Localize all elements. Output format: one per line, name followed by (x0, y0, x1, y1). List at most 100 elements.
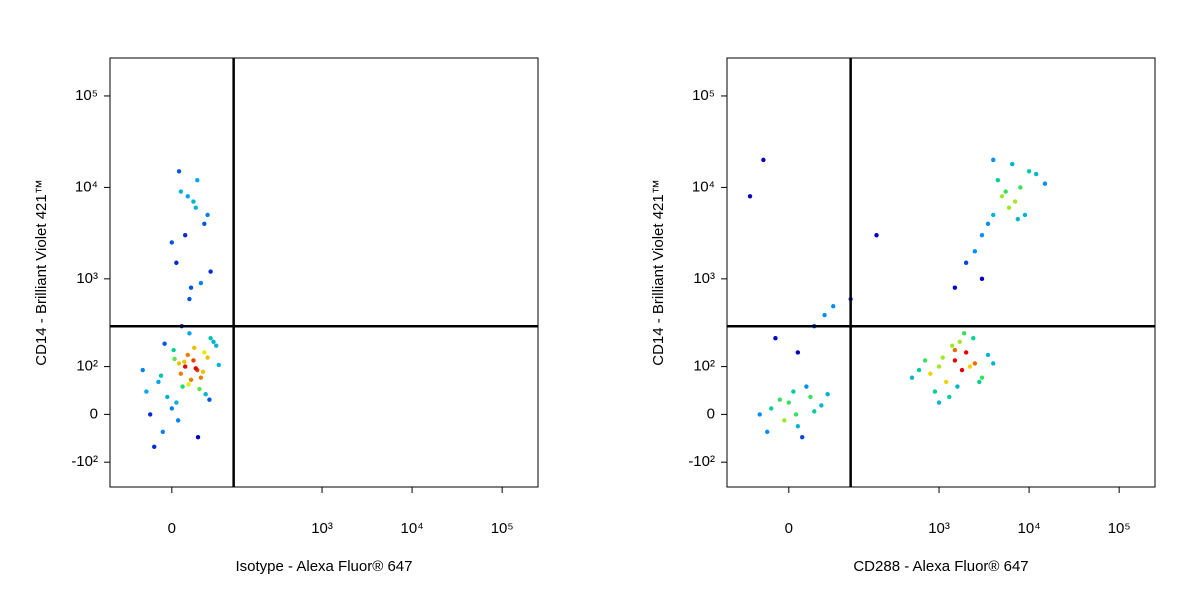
event-dot (175, 418, 181, 423)
x-tick-label: 0 (785, 520, 793, 537)
event-dot (202, 221, 207, 227)
event-dot (940, 355, 945, 360)
x-tick-label: 10⁵ (491, 520, 514, 537)
event-dot (193, 205, 198, 210)
event-dot (162, 341, 167, 346)
event-dot (182, 359, 187, 365)
event-dot (782, 418, 787, 423)
event-dot (186, 382, 191, 387)
event-dot (764, 429, 770, 435)
event-dot (208, 269, 213, 274)
event-dot (822, 312, 827, 318)
event-dot (205, 355, 210, 360)
event-dot (185, 352, 190, 358)
event-dot (957, 339, 962, 344)
event-dot (959, 367, 965, 373)
event-dot (932, 389, 938, 394)
panel: -10² 0 10² 10³ 10⁴ 10⁵ 0 10³ 10⁴ 10⁵ CD288 - Alexa… (650, 57, 1156, 575)
event-dot (963, 350, 969, 355)
event-dot (819, 403, 824, 408)
event-dot (188, 377, 194, 383)
event-dot (216, 362, 222, 368)
event-dot (967, 364, 973, 369)
event-dot (156, 379, 161, 385)
event-dot (180, 384, 185, 389)
event-dot (178, 189, 184, 194)
event-dot (795, 350, 801, 355)
y-tick-label: 0 (707, 405, 715, 422)
event-dot (160, 429, 166, 435)
event-dot (203, 392, 208, 397)
event-dot (1042, 181, 1048, 186)
event-dot (909, 375, 915, 380)
event-dot (991, 157, 996, 163)
event-dot (1018, 185, 1023, 190)
event-dot (985, 352, 991, 358)
event-dot (747, 194, 753, 199)
event-dot (991, 361, 996, 366)
event-dot (193, 366, 198, 371)
event-dot (825, 392, 830, 397)
event-dot (1006, 205, 1012, 210)
event-dot (979, 375, 985, 380)
panel: -10² 0 10² 10³ 10⁴ 10⁵ 0 10³ 10⁴ 10⁵ Isotype - Ale… (33, 57, 539, 575)
event-dot (1026, 169, 1032, 174)
event-dot (187, 331, 192, 336)
event-dot (971, 335, 976, 341)
event-dot (979, 276, 985, 282)
event-dot (808, 394, 813, 400)
event-dot (176, 169, 182, 174)
event-dot (198, 375, 204, 380)
event-dot (972, 249, 978, 254)
event-dot (947, 394, 952, 400)
event-dot (207, 397, 212, 402)
event-dot (961, 331, 967, 336)
y-tick-label: 10⁵ (75, 87, 98, 104)
event-dot (952, 358, 958, 363)
x-tick-label: 10⁴ (401, 520, 424, 537)
event-dot (198, 280, 204, 286)
y-tick-label: 10⁴ (75, 178, 98, 195)
event-dot (795, 424, 801, 429)
event-dot (995, 177, 1001, 183)
event-dot (777, 397, 783, 402)
event-dot (804, 384, 809, 389)
event-dot (214, 343, 219, 348)
event-dot (1003, 189, 1008, 194)
event-dot (197, 386, 202, 392)
event-dot (761, 157, 766, 163)
event-dot (200, 369, 206, 375)
plot-frame (726, 57, 1156, 488)
event-dot (174, 260, 179, 265)
event-dot (172, 356, 177, 362)
y-tick-label: 10³ (693, 270, 715, 287)
event-dot (949, 343, 955, 348)
y-tick-label: 10² (76, 358, 98, 375)
event-dot (191, 199, 196, 204)
event-dot (963, 260, 969, 265)
plot-frame (109, 57, 539, 488)
event-dot (158, 373, 164, 378)
event-dot (1022, 212, 1028, 218)
event-dot (211, 339, 216, 344)
event-dot (936, 400, 942, 405)
event-dot (183, 233, 188, 238)
y-tick-label: 10² (693, 358, 715, 375)
event-dot (185, 194, 190, 199)
event-dot (191, 358, 196, 363)
event-dot (999, 194, 1005, 199)
event-dot (800, 434, 805, 440)
event-dot (955, 384, 960, 389)
event-dot (977, 379, 982, 385)
y-axis-label: CD14 - Brilliant Violet 421™ (650, 179, 667, 365)
x-tick-label: 10³ (928, 520, 950, 537)
event-dot (922, 358, 928, 363)
x-tick-label: 0 (168, 520, 176, 537)
event-dot (208, 335, 213, 341)
event-dot (147, 412, 153, 417)
event-dot (1010, 161, 1015, 167)
event-dot (985, 221, 991, 227)
event-dot (979, 233, 985, 238)
event-dot (812, 409, 817, 414)
